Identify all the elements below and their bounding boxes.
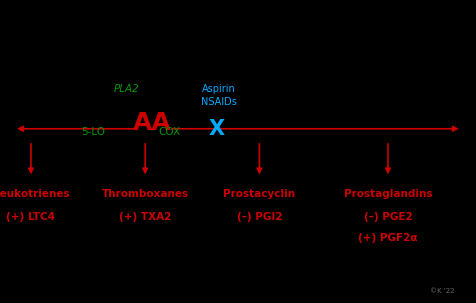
Text: Prostaglandins: Prostaglandins [344, 189, 432, 199]
Text: (–) PGE2: (–) PGE2 [364, 211, 412, 222]
Text: (–) PGI2: (–) PGI2 [237, 211, 282, 222]
Text: Leukotrienes: Leukotrienes [0, 189, 69, 199]
Text: COX: COX [158, 127, 180, 137]
Text: Thromboxanes: Thromboxanes [101, 189, 189, 199]
Text: (+) PGF2α: (+) PGF2α [358, 233, 418, 243]
Text: (+) LTC4: (+) LTC4 [7, 211, 55, 222]
Text: Aspirin
NSAIDs: Aspirin NSAIDs [201, 84, 237, 107]
Text: Prostacyclin: Prostacyclin [223, 189, 296, 199]
Text: AA: AA [133, 111, 172, 135]
Text: X: X [208, 119, 225, 139]
Text: PLA2: PLA2 [113, 84, 139, 95]
Text: 5-LO: 5-LO [81, 127, 105, 137]
Text: (+) TXA2: (+) TXA2 [119, 211, 171, 222]
Text: ©K '22: ©K '22 [430, 288, 455, 294]
